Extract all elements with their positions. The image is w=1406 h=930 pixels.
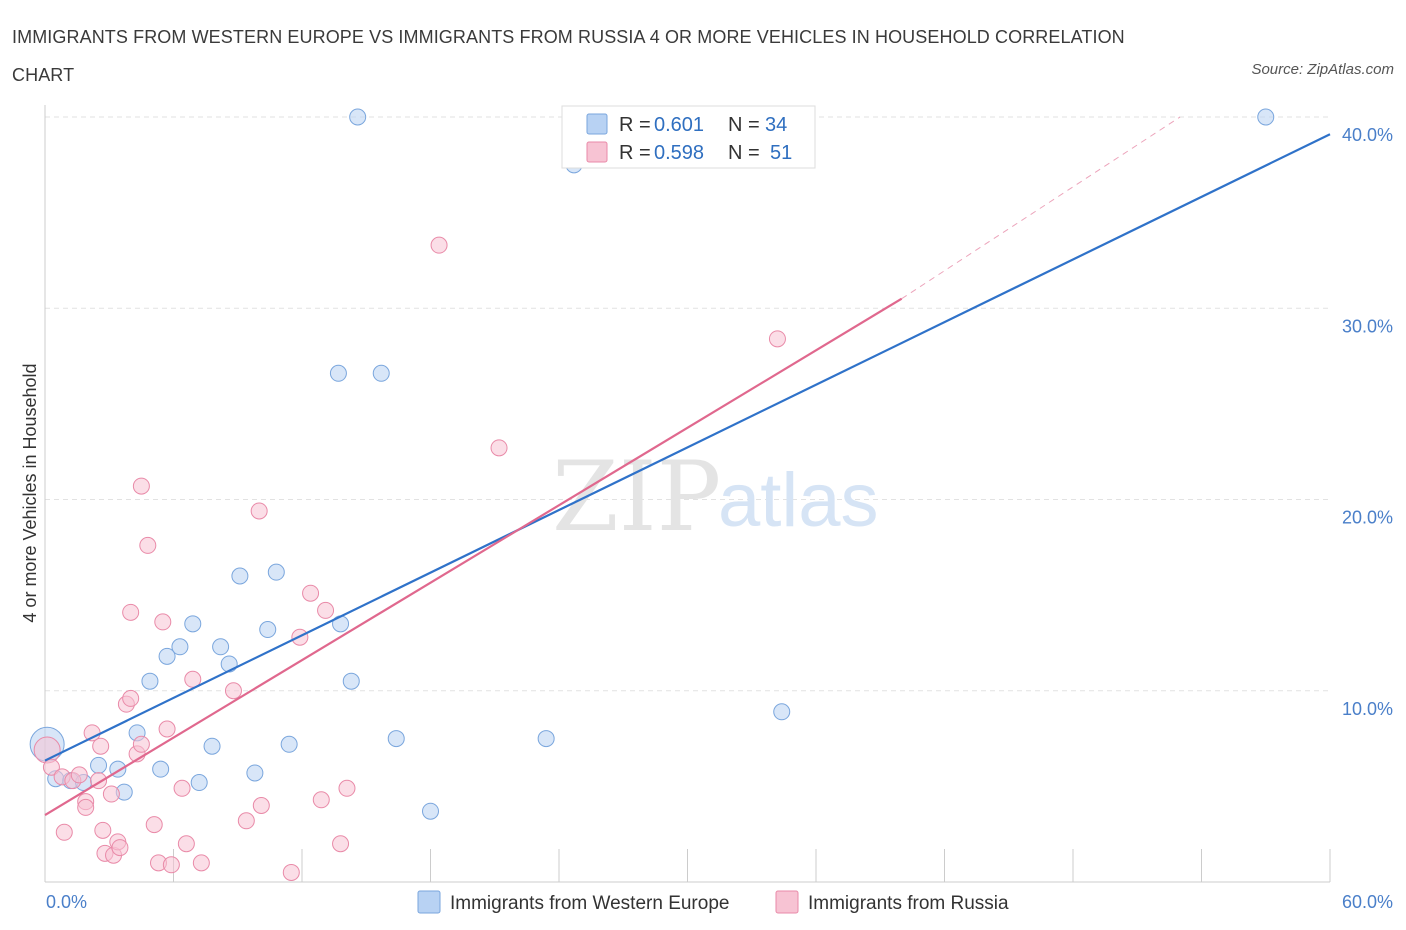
stats-box: R = 0.601 N = 34 R = 0.598 N = 51 — [561, 105, 816, 169]
point-russia — [177, 835, 195, 853]
point-western-europe — [329, 364, 347, 382]
point-russia — [158, 720, 176, 738]
point-russia — [317, 601, 335, 619]
trend-lines — [44, 116, 1331, 817]
point-russia — [192, 854, 210, 872]
point-russia — [132, 477, 150, 495]
stats-n-value-blue: 34 — [765, 114, 787, 136]
x-tick-label: 60.0% — [1342, 892, 1393, 912]
point-russia — [338, 779, 356, 797]
source-label: Source: ZipAtlas.com — [1251, 61, 1394, 78]
point-western-europe — [212, 638, 230, 656]
point-western-europe — [231, 567, 249, 585]
point-russia — [250, 502, 268, 520]
point-western-europe — [203, 737, 221, 755]
point-russia — [122, 603, 140, 621]
point-russia — [490, 439, 508, 457]
point-russia — [768, 330, 786, 348]
stats-swatch-pink — [586, 141, 608, 163]
point-western-europe — [280, 735, 298, 753]
point-russia — [302, 584, 320, 602]
point-western-europe — [267, 563, 285, 581]
data-points — [29, 108, 1275, 881]
point-russia — [252, 797, 270, 814]
y-tick-label: 30.0% — [1342, 316, 1393, 336]
point-western-europe — [349, 108, 367, 126]
point-russia — [154, 613, 172, 631]
point-western-europe — [259, 621, 277, 639]
point-russia — [332, 835, 350, 853]
legend-label-western-europe: Immigrants from Western Europe — [450, 893, 729, 914]
point-russia — [173, 779, 191, 797]
point-western-europe — [537, 730, 555, 748]
point-western-europe — [184, 615, 202, 633]
point-western-europe — [152, 760, 170, 778]
point-russia — [139, 536, 157, 554]
watermark: ZIP atlas — [552, 441, 879, 553]
point-russia — [430, 236, 448, 254]
point-western-europe — [342, 672, 360, 690]
point-western-europe — [372, 364, 390, 382]
point-western-europe — [773, 703, 791, 721]
point-western-europe — [190, 774, 208, 792]
point-russia — [92, 737, 110, 755]
point-russia — [111, 839, 129, 857]
point-russia — [122, 689, 140, 707]
point-western-europe — [422, 802, 439, 820]
stats-n-label-pink: N = — [728, 142, 760, 164]
stats-n-label-blue: N = — [728, 114, 760, 136]
chart-title: IMMIGRANTS FROM WESTERN EUROPE VS IMMIGR… — [12, 27, 1125, 85]
point-western-europe — [90, 756, 108, 774]
point-russia — [94, 821, 112, 839]
y-tick-label: 10.0% — [1342, 699, 1393, 719]
point-russia — [55, 823, 73, 841]
point-western-europe — [171, 638, 189, 656]
stats-r-label-pink: R = — [619, 142, 651, 164]
legend: Immigrants from Western Europe Immigrant… — [417, 890, 1009, 914]
stats-r-value-blue: 0.601 — [654, 114, 704, 136]
stats-r-value-pink: 0.598 — [654, 142, 704, 164]
point-russia — [42, 758, 60, 776]
trend-extension-russia — [901, 116, 1181, 300]
trend-line-russia — [44, 297, 903, 817]
x-tick-label: 0.0% — [46, 892, 87, 912]
watermark-atlas: atlas — [718, 458, 879, 543]
point-russia — [77, 798, 95, 816]
stats-swatch-blue — [586, 113, 608, 135]
point-russia — [102, 785, 120, 803]
y-axis-label: 4 or more Vehicles in Household — [20, 363, 40, 622]
point-russia — [312, 791, 330, 809]
point-russia — [145, 816, 163, 834]
legend-swatch-western-europe — [417, 890, 441, 914]
point-western-europe — [141, 672, 159, 690]
grid-lines — [45, 116, 1330, 692]
y-tick-label: 20.0% — [1342, 508, 1393, 528]
legend-swatch-russia — [775, 890, 799, 914]
point-russia — [70, 766, 88, 784]
point-russia — [282, 863, 300, 881]
point-russia — [237, 812, 255, 830]
point-russia — [184, 670, 202, 688]
legend-label-russia: Immigrants from Russia — [808, 893, 1009, 914]
y-tick-label: 40.0% — [1342, 125, 1393, 145]
point-russia — [224, 682, 242, 700]
point-western-europe — [387, 730, 405, 748]
trend-line-western-europe — [44, 133, 1331, 762]
stats-r-label-blue: R = — [619, 114, 651, 136]
point-western-europe — [158, 647, 176, 665]
point-western-europe — [246, 764, 264, 782]
point-russia — [162, 856, 180, 874]
stats-n-value-pink: 51 — [770, 142, 792, 164]
point-western-europe — [1257, 108, 1275, 126]
tick-labels: 10.0% 20.0% 30.0% 40.0% 0.0% 60.0% — [46, 125, 1393, 912]
point-russia — [132, 735, 150, 753]
